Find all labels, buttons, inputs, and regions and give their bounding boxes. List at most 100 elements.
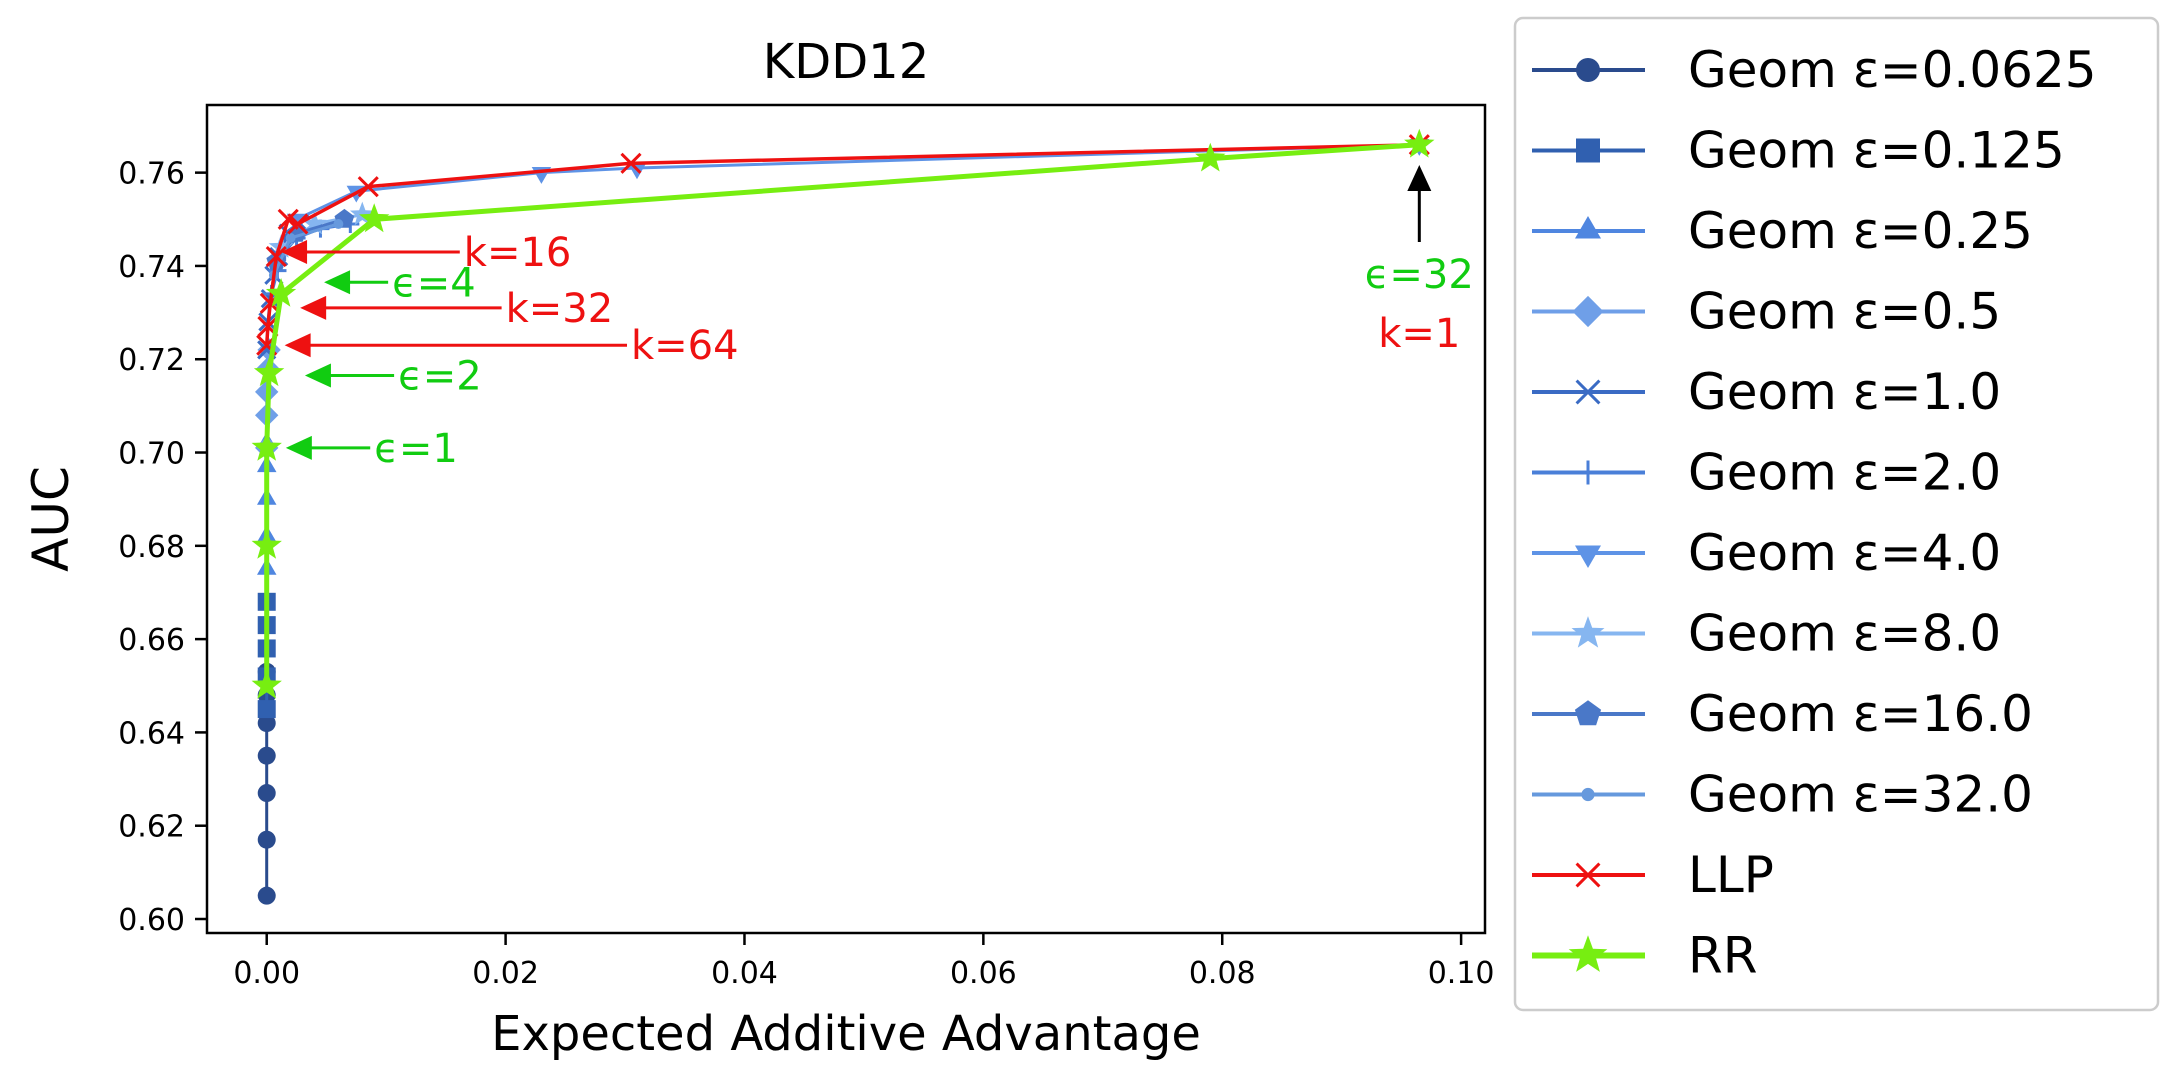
legend-entry: Geom ε=0.125 xyxy=(1532,122,2065,180)
series-geom-32.0 xyxy=(268,219,344,281)
data-point xyxy=(257,700,276,719)
annotation-arrowhead xyxy=(324,270,351,295)
annotation-arrowhead xyxy=(285,435,312,460)
legend-label: LLP xyxy=(1688,846,1774,904)
y-tick-label: 0.74 xyxy=(118,250,185,285)
legend-entry: Geom ε=1.0 xyxy=(1532,363,2001,421)
legend-marker xyxy=(1568,935,1608,972)
data-point xyxy=(1195,142,1226,172)
x-tick-label: 0.02 xyxy=(472,956,539,991)
legend-marker xyxy=(1571,616,1605,648)
y-axis-label: AUC xyxy=(22,466,80,572)
data-point xyxy=(251,431,282,461)
legend-entry: Geom ε=4.0 xyxy=(1532,524,2001,582)
series-line xyxy=(264,142,1420,686)
legend-label: RR xyxy=(1688,927,1757,985)
legend-entry: LLP xyxy=(1532,846,1774,904)
plot-frame xyxy=(205,103,1487,935)
y-tick-label: 0.68 xyxy=(118,530,185,565)
x-tick-label: 0.08 xyxy=(1189,956,1256,991)
annotation-label: k=64 xyxy=(631,323,739,369)
legend-label: Geom ε=2.0 xyxy=(1688,444,2001,502)
data-point xyxy=(359,203,390,233)
annotation-label: ϵ=2 xyxy=(398,354,482,400)
annotation-arrowhead xyxy=(281,239,308,264)
legend-marker xyxy=(1576,460,1600,485)
data-point xyxy=(257,784,276,803)
chart-title: KDD12 xyxy=(763,34,929,90)
data-point xyxy=(349,201,375,226)
legend-label: Geom ε=4.0 xyxy=(1688,524,2001,582)
annotation-label: ϵ=4 xyxy=(392,260,476,306)
legend-label: Geom ε=32.0 xyxy=(1688,766,2033,824)
legend-entry: Geom ε=32.0 xyxy=(1532,766,2033,824)
data-point xyxy=(620,152,642,174)
data-point xyxy=(1404,128,1435,158)
legend-label: Geom ε=0.125 xyxy=(1688,122,2065,180)
data-point xyxy=(357,176,379,198)
legend-marker xyxy=(1576,58,1600,82)
x-axis-label: Expected Additive Advantage xyxy=(491,1006,1201,1062)
annotation-arrowhead xyxy=(284,333,311,358)
legend-entry: Geom ε=2.0 xyxy=(1532,444,2001,502)
series-rr xyxy=(251,128,1435,699)
annotation-arrowhead xyxy=(304,363,331,388)
data-point xyxy=(285,232,296,243)
data-point xyxy=(253,357,285,387)
legend-entry: Geom ε=0.0625 xyxy=(1532,41,2097,99)
series-line xyxy=(264,142,1420,346)
data-point xyxy=(265,278,297,307)
legend-entry: Geom ε=16.0 xyxy=(1532,685,2033,743)
annotation-label: k=16 xyxy=(464,230,572,276)
y-tick-label: 0.72 xyxy=(118,343,185,378)
top-annotation-epsilon: ϵ=32 xyxy=(1365,252,1474,298)
legend-label: Geom ε=1.0 xyxy=(1688,363,2001,421)
x-tick-label: 0.06 xyxy=(950,956,1017,991)
y-tick-label: 0.60 xyxy=(118,903,185,938)
y-tick-label: 0.66 xyxy=(118,623,185,658)
legend-marker xyxy=(1575,216,1601,239)
data-point xyxy=(265,246,287,268)
annotation-label: ϵ=1 xyxy=(374,426,458,472)
legend-label: Geom ε=16.0 xyxy=(1688,685,2033,743)
series-llp xyxy=(256,134,1430,356)
legend-entry: Geom ε=0.5 xyxy=(1532,283,2001,341)
x-tick-label: 0.00 xyxy=(233,956,300,991)
legend-label: Geom ε=8.0 xyxy=(1688,605,2001,663)
top-annotation-k: k=1 xyxy=(1378,311,1460,357)
y-tick-label: 0.62 xyxy=(118,810,185,845)
legend-marker xyxy=(1575,545,1601,568)
data-point xyxy=(257,830,276,849)
legend-entry: Geom ε=0.25 xyxy=(1532,202,2033,260)
data-point xyxy=(302,210,327,235)
legend-entry: RR xyxy=(1532,927,1757,985)
legend-marker xyxy=(1581,787,1595,802)
data-point xyxy=(333,219,344,229)
y-tick-label: 0.76 xyxy=(118,157,185,192)
legend-entry: Geom ε=8.0 xyxy=(1532,605,2001,663)
legend-box xyxy=(1513,16,2160,1012)
data-point xyxy=(251,669,282,699)
data-point xyxy=(257,746,276,765)
data-point xyxy=(251,529,282,559)
x-tick-label: 0.10 xyxy=(1428,956,1495,991)
annotations: k=16ϵ=4 k=32 k=64 ϵ=2 ϵ=1 ϵ=32 k=1 xyxy=(281,164,1474,472)
legend-marker xyxy=(1575,862,1601,888)
legend-label: Geom ε=0.25 xyxy=(1688,202,2033,260)
legend-label: Geom ε=0.0625 xyxy=(1688,41,2097,99)
legend-marker xyxy=(1575,379,1601,405)
y-tick-label: 0.70 xyxy=(118,437,185,472)
legend-marker xyxy=(1574,700,1602,726)
y-tick-label: 0.64 xyxy=(118,716,185,751)
annotation-arrowhead xyxy=(300,295,327,320)
legend-label: Geom ε=0.5 xyxy=(1688,283,2001,341)
legend-marker xyxy=(1576,138,1600,163)
x-tick-label: 0.04 xyxy=(711,956,778,991)
legend-marker xyxy=(1572,295,1604,328)
data-point xyxy=(257,886,276,905)
data-point xyxy=(287,213,309,235)
annotation-label: k=32 xyxy=(506,286,614,332)
top-annotation-arrowhead xyxy=(1407,164,1432,191)
data-point xyxy=(257,714,276,733)
